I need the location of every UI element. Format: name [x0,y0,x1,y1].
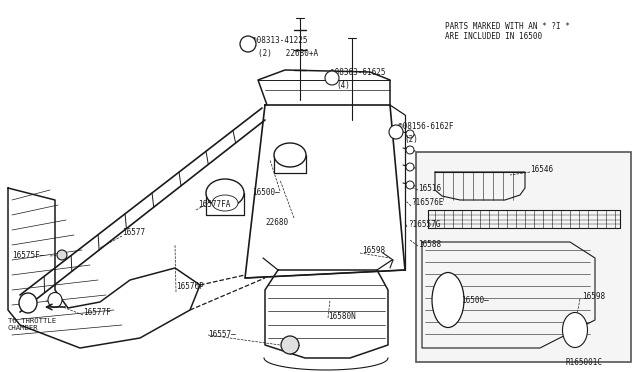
Text: (2): (2) [404,135,418,144]
Text: 16500—: 16500— [461,296,489,305]
Text: 16516: 16516 [418,184,441,193]
Text: 16576P: 16576P [176,282,204,291]
Circle shape [389,125,403,139]
Text: (4): (4) [336,81,350,90]
Text: (2)   22680+A: (2) 22680+A [258,49,318,58]
Text: ?16557G: ?16557G [408,220,440,229]
Text: 16557—: 16557— [208,330,236,339]
Ellipse shape [212,195,238,211]
Text: ®08363-61625: ®08363-61625 [330,68,385,77]
Text: 16598: 16598 [362,246,385,255]
Text: B: B [246,41,250,47]
Ellipse shape [206,179,244,207]
Text: 16598: 16598 [582,292,605,301]
Circle shape [406,163,414,171]
Circle shape [406,130,414,138]
Circle shape [325,71,339,85]
Ellipse shape [432,273,464,327]
Text: 16588: 16588 [418,240,441,249]
Circle shape [240,36,256,52]
Circle shape [281,336,299,354]
Ellipse shape [563,312,588,347]
Text: 16575F—: 16575F— [12,251,44,260]
Circle shape [406,181,414,189]
Bar [416,152,631,362]
Text: ?16576E: ?16576E [411,198,444,207]
Text: TO THROTTLE
CHAMBER: TO THROTTLE CHAMBER [8,318,56,331]
Ellipse shape [19,293,37,313]
Text: 22680: 22680 [265,218,288,227]
Text: 16577F: 16577F [83,308,111,317]
Text: S: S [394,129,398,135]
Circle shape [57,250,67,260]
Text: S: S [330,76,334,80]
Text: R165001C: R165001C [565,358,602,367]
Text: 16546: 16546 [530,165,553,174]
Text: ®08156-6162F: ®08156-6162F [398,122,454,131]
Text: ®08313-41225: ®08313-41225 [252,36,307,45]
Text: 16577FA: 16577FA [198,200,230,209]
Text: 16580N: 16580N [328,312,356,321]
Ellipse shape [48,292,62,308]
Text: PARTS MARKED WITH AN * ?I *
ARE INCLUDED IN 16500: PARTS MARKED WITH AN * ?I * ARE INCLUDED… [445,22,570,41]
Text: 16577: 16577 [122,228,145,237]
Ellipse shape [274,143,306,167]
Text: 16500—: 16500— [252,188,280,197]
Circle shape [406,146,414,154]
